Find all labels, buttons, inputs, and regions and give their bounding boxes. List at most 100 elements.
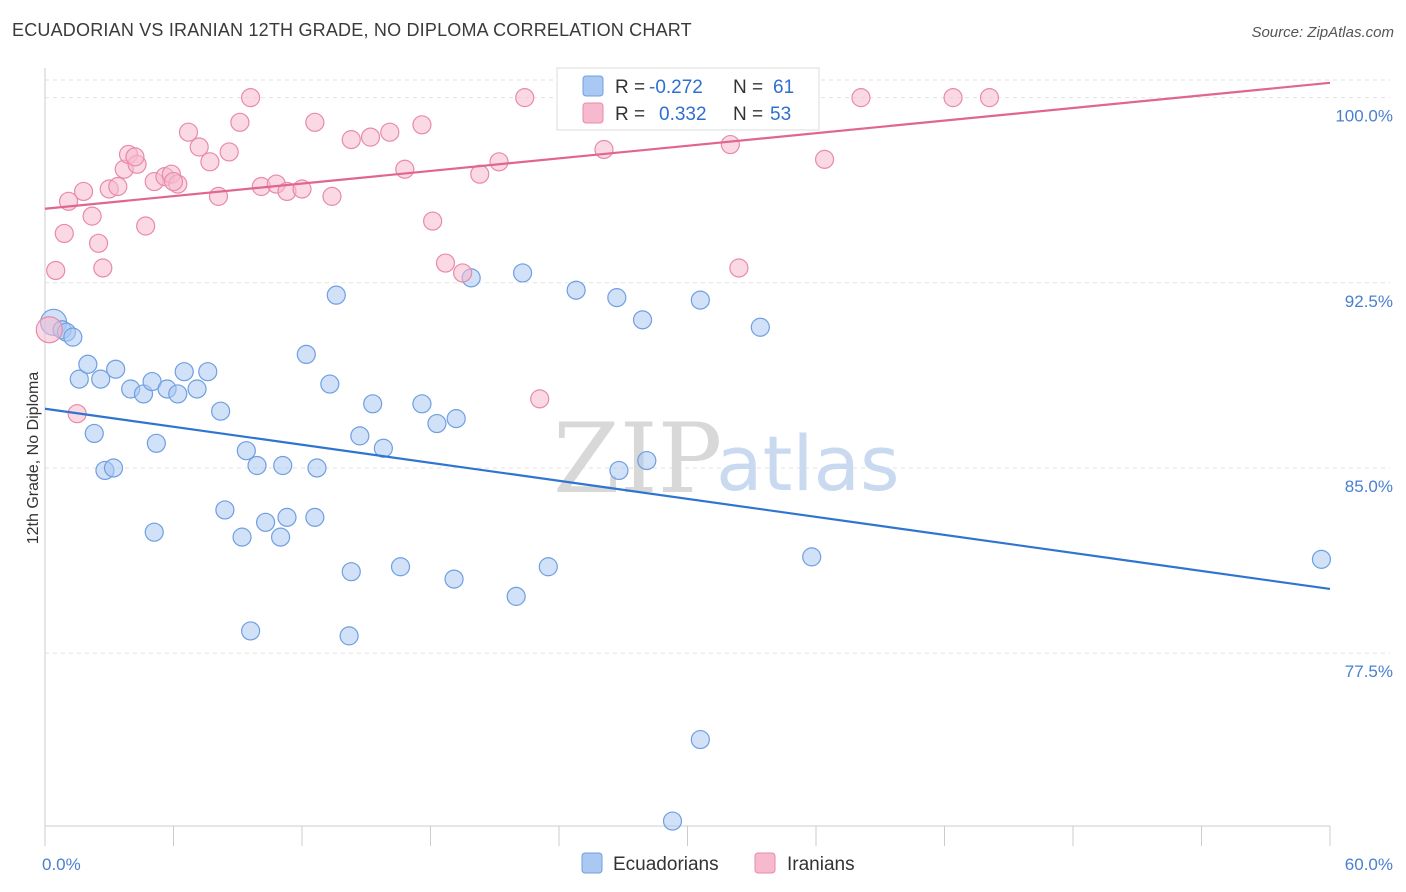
ecuadorian-point <box>512 263 533 283</box>
source-label: Source: ZipAtlas.com <box>1251 24 1394 41</box>
ecuadorian-trendline <box>44 407 1331 591</box>
ecuadorian-point <box>146 433 166 453</box>
ecuadorian-point <box>270 527 291 547</box>
legend: R = -0.272 N = 61 R = 0.332 N = 53 <box>556 67 820 131</box>
iranian-point <box>470 164 490 184</box>
legend-n-label-1: N = <box>733 104 763 125</box>
iranian-point <box>219 142 239 162</box>
ecuadorian-point <box>427 413 447 434</box>
ecuadorian-point <box>198 362 218 382</box>
ecuadorian-point <box>277 507 297 527</box>
iranian-point <box>178 122 199 142</box>
ecuadorian-point <box>662 811 683 831</box>
legend-swatch-ecuadorians <box>582 75 604 97</box>
ecuadorian-point <box>236 441 256 461</box>
iranian-point <box>54 223 74 244</box>
iranian-point <box>341 130 361 150</box>
bottom-legend-swatch-ecuadorians <box>581 852 603 874</box>
iranian-point <box>35 316 63 344</box>
ecuadorian-point <box>69 369 89 389</box>
iranian-point <box>163 171 184 192</box>
ecuadorian-point <box>339 626 359 646</box>
iranian-point <box>108 176 128 197</box>
ecuadorian-point <box>566 280 586 300</box>
iranian-point <box>515 88 535 108</box>
gridlines <box>45 79 1390 654</box>
ecuadorian-point <box>690 729 710 750</box>
iranian-point <box>814 149 835 169</box>
iranian-point <box>241 88 261 108</box>
axes <box>44 68 1331 846</box>
iranian-point <box>93 258 113 278</box>
y-tick-label: 92.5% <box>1345 292 1393 311</box>
iranian-trendline <box>44 81 1331 210</box>
trendlines <box>44 81 1331 591</box>
ecuadorian-point <box>305 507 325 527</box>
legend-n-label-0: N = <box>733 77 763 98</box>
watermark-atlas: atlas <box>716 419 900 508</box>
bottom-legend-swatch-iranians <box>754 852 776 874</box>
ecuadorian-point <box>412 394 432 414</box>
ecuadorian-point <box>506 586 526 606</box>
ecuadorian-point <box>607 288 627 308</box>
ecuadorian-point <box>241 621 261 641</box>
iranian-point <box>530 389 550 409</box>
iranian-point <box>423 211 443 231</box>
ecuadorian-point <box>750 317 770 337</box>
ecuadorian-point <box>273 455 293 476</box>
iranian-point <box>720 134 740 155</box>
bottom-legend-label-iranians: Iranians <box>787 854 855 875</box>
ecuadorian-point <box>446 409 466 429</box>
ecuadorian-point <box>144 522 164 542</box>
ecuadorian-point <box>215 500 235 520</box>
ecuadorian-point <box>106 359 126 379</box>
iranian-point <box>305 112 325 132</box>
y-tick-label: 85.0% <box>1345 477 1393 496</box>
ecuadorian-point <box>326 285 346 305</box>
iranian-point <box>82 206 102 226</box>
iranian-point <box>136 216 156 236</box>
y-tick-label: 77.5% <box>1345 662 1393 681</box>
iranian-point <box>322 186 342 206</box>
iranian-point <box>230 112 250 132</box>
legend-r-value-0: -0.272 <box>649 77 703 98</box>
x-tick-label: 0.0% <box>42 855 81 874</box>
bottom-legend: Ecuadorians Iranians <box>581 852 855 875</box>
ecuadorian-point <box>350 426 370 446</box>
iranian-point <box>125 147 145 167</box>
ecuadorian-point <box>247 455 267 476</box>
legend-r-value-1: 0.332 <box>659 104 707 125</box>
iranian-point <box>943 88 963 108</box>
iranian-point <box>412 115 432 135</box>
iranian-point <box>88 233 109 253</box>
iranian-point <box>851 88 871 108</box>
watermark: ZIP atlas <box>553 403 900 515</box>
y-tick-label: 100.0% <box>1335 107 1393 126</box>
ecuadorian-point <box>232 527 252 547</box>
ecuadorian-point <box>91 369 111 389</box>
x-tick-label: 60.0% <box>1345 855 1393 874</box>
ecuadorian-point <box>538 557 558 577</box>
ecuadorian-point <box>1311 549 1332 569</box>
iranian-point <box>73 181 94 202</box>
legend-r-label-0: R = <box>615 77 645 98</box>
chart-title: ECUADORIAN VS IRANIAN 12TH GRADE, NO DIP… <box>12 20 692 40</box>
ecuadorian-point <box>609 460 629 481</box>
y-axis-title: 12th Grade, No Diploma <box>25 372 42 545</box>
ecuadorian-point <box>78 354 98 374</box>
bottom-legend-label-ecuadorians: Ecuadorians <box>613 854 719 875</box>
ecuadorian-point <box>211 401 231 421</box>
iranian-point <box>46 260 66 281</box>
tick-labels: 100.0% 92.5% 85.0% 77.5% 0.0% 60.0% <box>42 107 1393 874</box>
iranian-point <box>395 159 415 179</box>
legend-swatch-iranians <box>582 102 604 124</box>
ecuadorian-point <box>690 290 710 310</box>
ecuadorian-point <box>63 327 83 347</box>
iranian-point <box>594 139 614 160</box>
legend-r-label-1: R = <box>615 104 645 125</box>
ecuadorian-point <box>187 379 207 399</box>
iranian-point <box>729 258 749 278</box>
ecuadorian-point <box>174 362 194 382</box>
iranian-point <box>489 152 509 172</box>
iranian-point <box>189 137 209 157</box>
